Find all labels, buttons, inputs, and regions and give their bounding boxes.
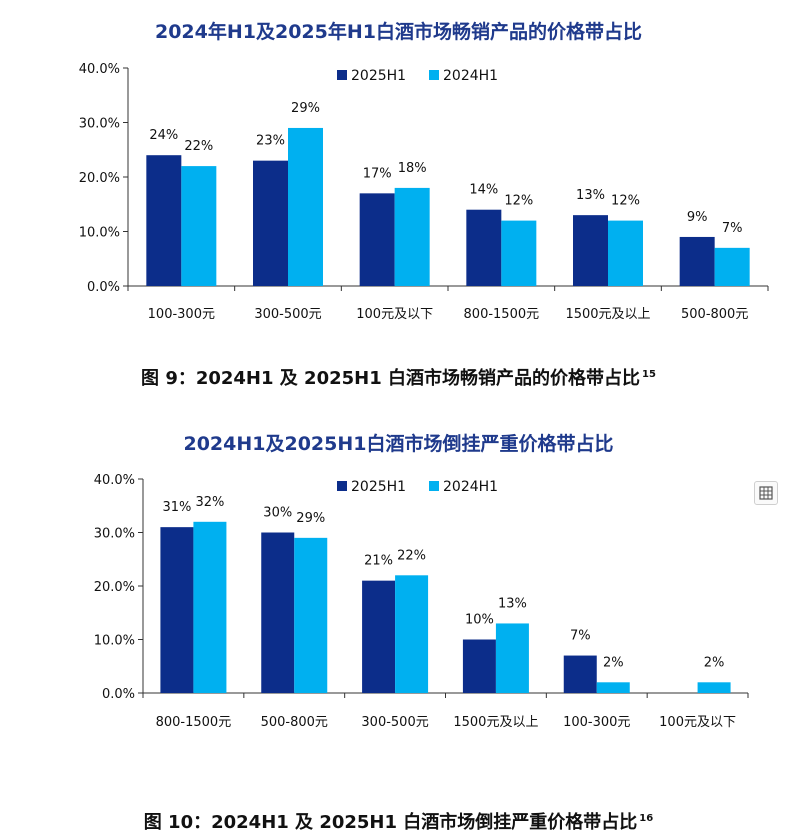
legend-swatch (429, 70, 439, 80)
legend-label: 2025H1 (351, 68, 406, 84)
chart-title: 2024年H1及2025年H1白酒市场畅销产品的价格带占比 (154, 21, 642, 43)
bar-2024H1 (608, 220, 643, 286)
x-tick-label: 800-1500元 (156, 715, 232, 730)
data-label: 7% (570, 629, 591, 644)
table-icon-glyph (759, 486, 773, 500)
y-tick-label: 0.0% (87, 280, 120, 295)
legend-label: 2024H1 (443, 479, 498, 495)
bar-2025H1 (563, 655, 597, 693)
legend-swatch (337, 481, 347, 491)
bar-2024H1 (697, 682, 731, 693)
bar-chart-bestseller-price-bands: 0.0% 10.0% 20.0% 30.0% 40.0% 24% 22% 100-300元 23… (79, 62, 769, 322)
x-tick-label: 100-300元 (563, 715, 630, 730)
data-label: 22% (397, 548, 426, 563)
y-tick-label: 20.0% (79, 171, 120, 186)
bar-2025H1 (359, 193, 395, 286)
bar-2024H1 (596, 682, 630, 693)
y-tick-label: 30.0% (94, 527, 135, 542)
data-label: 10% (465, 613, 494, 628)
bar-2025H1 (253, 160, 288, 286)
data-label: 18% (398, 161, 427, 176)
bar-2025H1 (261, 532, 295, 693)
data-label: 22% (184, 139, 213, 154)
legend-label: 2025H1 (351, 479, 406, 495)
y-tick-label: 10.0% (94, 634, 135, 649)
bar-2025H1 (573, 215, 608, 286)
data-label: 12% (611, 194, 640, 209)
bar-chart-inverted-price-bands: 0.0% 10.0% 20.0% 30.0% 40.0% 31% 32% 800-1500元 3… (94, 473, 749, 730)
bar-2025H1 (362, 580, 396, 693)
caption-text: 图 9：2024H1 及 2025H1 白酒市场畅销产品的价格带占比 (141, 368, 641, 389)
data-label: 21% (364, 554, 393, 569)
chart-title: 2024H1及2025H1白酒市场倒挂严重价格带占比 (183, 433, 614, 455)
bar-2024H1 (294, 537, 328, 693)
x-tick-label: 100元及以下 (659, 715, 736, 730)
y-tick-label: 10.0% (79, 226, 120, 241)
legend-swatch (337, 70, 347, 80)
x-tick-label: 1500元及以上 (453, 715, 538, 730)
data-label: 7% (722, 221, 743, 236)
x-tick-label: 500-800元 (261, 715, 328, 730)
bar-2025H1 (466, 209, 502, 286)
bar-2025H1 (146, 155, 182, 286)
x-tick-label: 100元及以下 (356, 307, 433, 322)
data-label: 32% (195, 495, 224, 510)
bar-2024H1 (714, 247, 750, 286)
data-label: 13% (498, 596, 527, 611)
bar-2024H1 (288, 127, 323, 286)
data-label: 17% (363, 166, 392, 181)
bar-2024H1 (495, 623, 529, 693)
data-label: 30% (263, 506, 292, 521)
x-tick-label: 1500元及以上 (565, 307, 650, 322)
y-tick-label: 40.0% (79, 62, 120, 77)
y-tick-label: 30.0% (79, 117, 120, 132)
bar-2024H1 (501, 220, 537, 286)
data-label: 12% (504, 194, 533, 209)
bar-2024H1 (395, 575, 429, 693)
bar-2024H1 (181, 166, 217, 286)
figure-caption: 图 10：2024H1 及 2025H1 白酒市场倒挂严重价格带占比 16 (0, 808, 797, 834)
x-tick-label: 300-500元 (361, 715, 428, 730)
table-icon[interactable] (754, 481, 778, 505)
x-tick-label: 800-1500元 (464, 307, 540, 322)
data-label: 23% (256, 134, 285, 149)
data-label: 24% (149, 128, 178, 143)
bar-2024H1 (394, 187, 430, 286)
data-label: 2% (603, 655, 624, 670)
figure-caption: 图 9：2024H1 及 2025H1 白酒市场畅销产品的价格带占比 15 (0, 364, 797, 390)
data-label: 2% (704, 655, 725, 670)
data-label: 29% (291, 101, 320, 116)
caption-footnote-ref: 16 (639, 813, 654, 824)
bar-2024H1 (193, 521, 227, 693)
bar-2025H1 (462, 639, 496, 693)
caption-footnote-ref: 15 (642, 369, 656, 380)
x-tick-label: 300-500元 (254, 307, 321, 322)
bar-2025H1 (679, 236, 715, 286)
data-label: 9% (687, 210, 708, 225)
data-label: 14% (469, 183, 498, 198)
data-label: 13% (576, 188, 605, 203)
y-tick-label: 20.0% (94, 580, 135, 595)
data-label: 31% (162, 500, 191, 515)
legend-label: 2024H1 (443, 68, 498, 84)
x-tick-label: 100-300元 (148, 307, 215, 322)
x-tick-label: 500-800元 (681, 307, 748, 322)
y-tick-label: 0.0% (102, 687, 135, 702)
bar-2025H1 (160, 527, 194, 693)
legend-swatch (429, 481, 439, 491)
data-label: 29% (296, 511, 325, 526)
y-tick-label: 40.0% (94, 473, 135, 488)
caption-text: 图 10：2024H1 及 2025H1 白酒市场倒挂严重价格带占比 (143, 812, 638, 833)
